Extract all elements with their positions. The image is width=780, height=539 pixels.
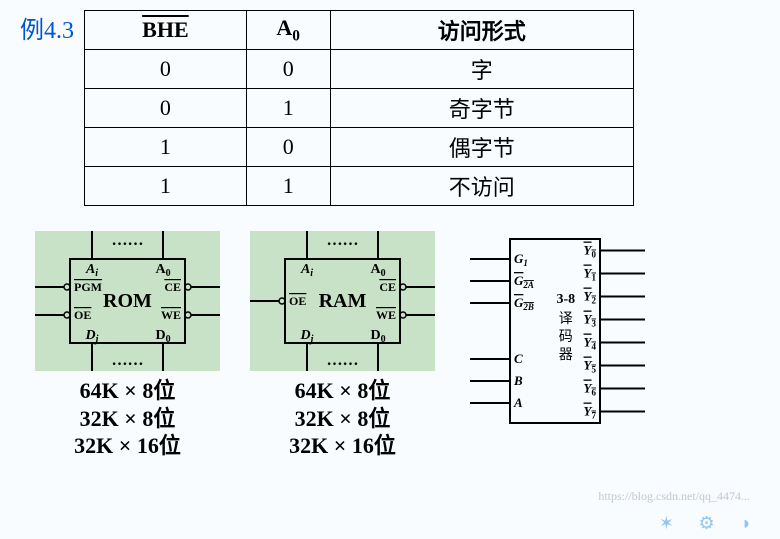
table-cell: 1 [246, 89, 330, 128]
table-row: 10偶字节 [85, 128, 634, 167]
svg-text:Y7: Y7 [584, 404, 597, 421]
truth-table: BHEA0访问形式 00字01奇字节10偶字节11不访问 [84, 10, 634, 206]
svg-text:……: …… [112, 232, 144, 249]
svg-text:Y2: Y2 [584, 289, 597, 306]
table-cell: 1 [246, 167, 330, 206]
example-label: 例4.3 [20, 5, 84, 45]
svg-text:B: B [513, 373, 523, 388]
svg-text:……: …… [112, 352, 144, 369]
svg-text:3-8: 3-8 [556, 292, 575, 307]
svg-text:译: 译 [559, 311, 573, 327]
table-header: 访问形式 [330, 11, 633, 50]
watermark-text: https://blog.csdn.net/qq_4474... [598, 489, 750, 504]
decor-icons: ✶ ⚙ ◑ [659, 513, 760, 534]
svg-text:Y1: Y1 [584, 266, 597, 283]
svg-text:WE: WE [161, 308, 181, 322]
svg-text:Y3: Y3 [584, 312, 597, 329]
svg-text:CE: CE [379, 280, 396, 294]
svg-text:RAM: RAM [319, 290, 367, 312]
table-cell: 0 [85, 89, 247, 128]
chips-row: …… …… ROM Ai A0 Dj D0 PGM OE CE WE 64K × 8位32K × 8位… [0, 231, 780, 460]
table-cell: 0 [85, 50, 247, 89]
table-cell: 偶字节 [330, 128, 633, 167]
svg-text:ROM: ROM [103, 290, 152, 312]
svg-text:Y6: Y6 [584, 381, 597, 398]
svg-text:Dj: Dj [85, 328, 99, 345]
table-cell: 字 [330, 50, 633, 89]
table-row: 01奇字节 [85, 89, 634, 128]
table-row: 00字 [85, 50, 634, 89]
decoder-block: Y0 Y1 Y2 Y3 Y4 Y5 Y6 Y7 G1 G2A G2B CBA 3-8 译码器 [470, 231, 645, 431]
table-cell: 奇字节 [330, 89, 633, 128]
table-header: BHE [85, 11, 247, 50]
svg-text:G1: G1 [514, 251, 528, 268]
svg-text:D0: D0 [155, 328, 170, 345]
svg-text:……: …… [327, 232, 359, 249]
svg-text:OE: OE [289, 294, 306, 308]
svg-text:……: …… [327, 352, 359, 369]
svg-text:器: 器 [559, 348, 573, 363]
svg-text:C: C [514, 351, 523, 366]
svg-text:Y5: Y5 [584, 358, 597, 375]
table-header: A0 [246, 11, 330, 50]
table-cell: 不访问 [330, 167, 633, 206]
memory-chip-block: …… …… RAM Ai A0 Dj D0 OE CE WE 64K × 8位32K × 8位32K… [250, 231, 435, 460]
svg-text:WE: WE [376, 308, 396, 322]
table-cell: 1 [85, 167, 247, 206]
svg-text:D0: D0 [370, 328, 385, 345]
svg-text:Ai: Ai [85, 262, 98, 279]
svg-text:CE: CE [164, 280, 181, 294]
chip-sizes: 64K × 8位32K × 8位32K × 16位 [74, 377, 181, 460]
svg-text:Dj: Dj [300, 328, 314, 345]
memory-chip-block: …… …… ROM Ai A0 Dj D0 PGM OE CE WE 64K × 8位32K × 8位… [35, 231, 220, 460]
svg-text:G2B: G2B [514, 295, 534, 312]
svg-text:Ai: Ai [300, 262, 313, 279]
svg-text:A0: A0 [155, 262, 170, 279]
table-cell: 0 [246, 50, 330, 89]
svg-text:OE: OE [74, 308, 91, 322]
svg-text:PGM: PGM [74, 280, 102, 294]
table-cell: 0 [246, 128, 330, 167]
svg-text:码: 码 [559, 329, 573, 345]
table-cell: 1 [85, 128, 247, 167]
chip-sizes: 64K × 8位32K × 8位32K × 16位 [289, 377, 396, 460]
svg-text:A0: A0 [370, 262, 385, 279]
table-row: 11不访问 [85, 167, 634, 206]
svg-text:A: A [513, 395, 523, 410]
svg-text:Y4: Y4 [584, 335, 597, 352]
svg-text:Y0: Y0 [584, 243, 597, 260]
svg-text:G2A: G2A [514, 273, 534, 290]
